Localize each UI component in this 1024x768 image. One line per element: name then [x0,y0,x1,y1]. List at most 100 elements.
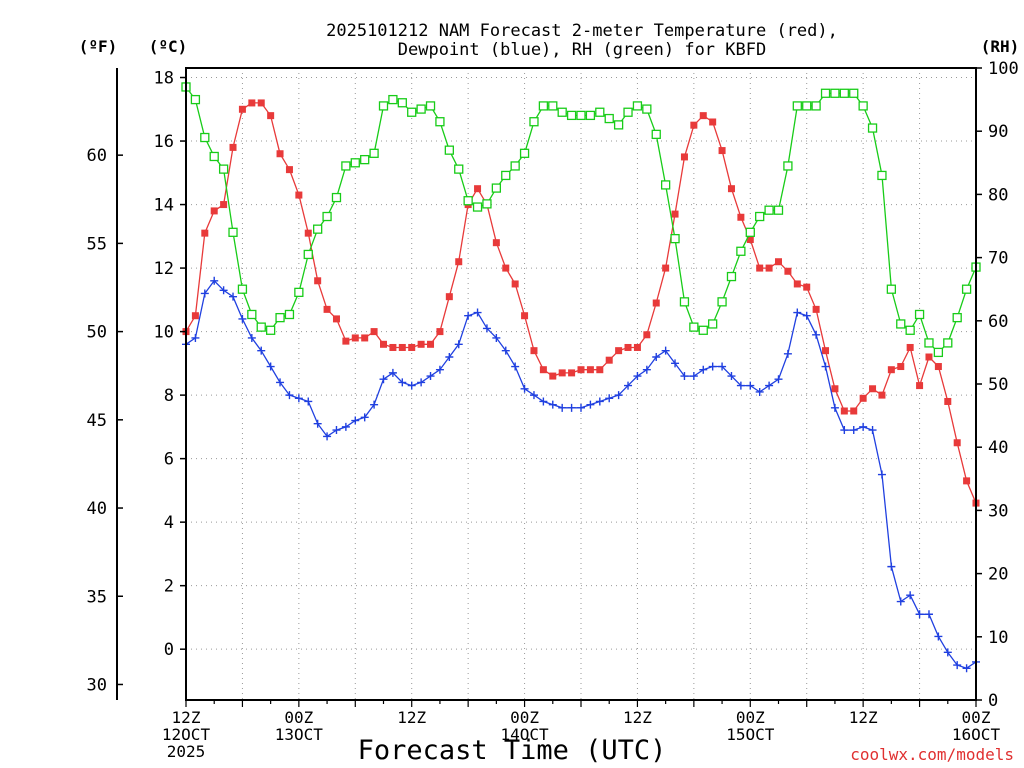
temperature-point [925,353,933,361]
dewpoint-point [567,403,576,412]
rh-tick-label: 60 [988,312,1008,332]
celsius-unit-label: (ºC) [149,37,188,56]
dewpoint-point [962,664,971,673]
temperature-point [539,366,547,374]
dewpoint-point [906,591,915,600]
rh-point [416,104,426,114]
rh-point [660,180,671,190]
temperature-point [784,267,792,275]
fahrenheit-unit-label: (ºF) [79,37,118,56]
time-tick-label: 12Z [623,708,652,727]
dewpoint-point [191,333,200,342]
temperature-point [624,343,632,351]
temperature-point [878,391,886,399]
dewpoint-point [200,289,209,298]
dewpoint-point [482,324,491,333]
temperature-point [869,385,877,393]
temperature-point [238,105,246,113]
dewpoint-point [793,308,802,317]
dewpoint-series [182,276,980,673]
dewpoint-point [379,375,388,384]
temperature-point [492,239,500,247]
rh-point [689,322,699,332]
temperature-point [944,397,952,405]
temperature-point [342,337,350,345]
rh-point [275,312,285,323]
time-tick-label: 13OCT [275,725,324,744]
dewpoint-point [332,426,341,435]
temperature-point [361,334,369,342]
dewpoint-point [520,384,529,393]
temperature-point [558,369,566,377]
temperature-point [840,407,848,415]
celsius-tick-label: 18 [154,69,174,89]
celsius-tick-label: 8 [164,386,174,406]
dewpoint-point [219,286,228,295]
dewpoint-point [727,372,736,381]
temperature-point [285,166,293,174]
temperature-point [887,366,895,374]
rh-tick-label: 50 [988,375,1008,395]
temperature-point [746,235,754,243]
series-layer [181,82,981,673]
temperature-point [699,112,707,120]
temperature-point [502,264,510,272]
temperature-point [690,121,698,129]
rh-point [247,309,257,320]
temperature-point [276,150,284,158]
time-tick-label: 00Z [284,708,313,727]
dewpoint-point [783,349,792,358]
rh-point [651,129,661,140]
dewpoint-point [642,365,651,374]
rh-point [529,117,539,127]
temperature-point [671,210,679,218]
temperature-point [577,366,585,374]
dewpoint-point [313,419,322,428]
celsius-tick-label: 10 [154,323,174,343]
dewpoint-point [765,381,774,390]
temperature-point [906,343,914,351]
rh-point [388,94,398,105]
dewpoint-point [896,597,905,606]
rh-point [209,151,219,162]
temperature-series [182,99,980,507]
time-tick-label: 00Z [736,708,765,727]
dewpoint-point [577,403,585,412]
time-tick-label: 12Z [397,708,426,727]
rh-point [491,183,502,193]
rh-point [914,309,925,320]
temperature-point [191,312,199,320]
rh-point [378,101,389,111]
dewpoint-point [699,365,708,374]
rh-point [943,338,953,348]
rh-point [613,120,624,130]
rh-point [360,154,370,165]
temperature-point [737,213,745,221]
temperature-point [511,280,519,288]
temperature-point [267,112,275,120]
dewpoint-point [304,397,313,406]
rh-point [425,101,436,111]
dewpoint-point [605,394,614,403]
temperature-point [812,305,820,313]
temperature-point [351,334,359,342]
temperature-point [389,343,397,351]
rh-point [407,107,417,117]
chart-title-line1: 2025101212 NAM Forecast 2-meter Temperat… [326,21,838,41]
dewpoint-point [953,661,962,670]
dewpoint-point [680,372,689,381]
celsius-tick-label: 6 [164,450,174,470]
rh-point [454,164,464,174]
dewpoint-point [229,292,238,301]
dewpoint-point [671,359,680,368]
rh-point [745,227,755,237]
rh-point [538,101,549,111]
dewpoint-point [360,413,369,422]
dewpoint-point [323,432,332,441]
rh-point [924,338,934,348]
temperature-point [643,331,651,339]
rh-point [200,132,210,143]
temperature-point [248,99,256,107]
dewpoint-point [633,372,642,381]
dewpoint-point [830,403,839,412]
